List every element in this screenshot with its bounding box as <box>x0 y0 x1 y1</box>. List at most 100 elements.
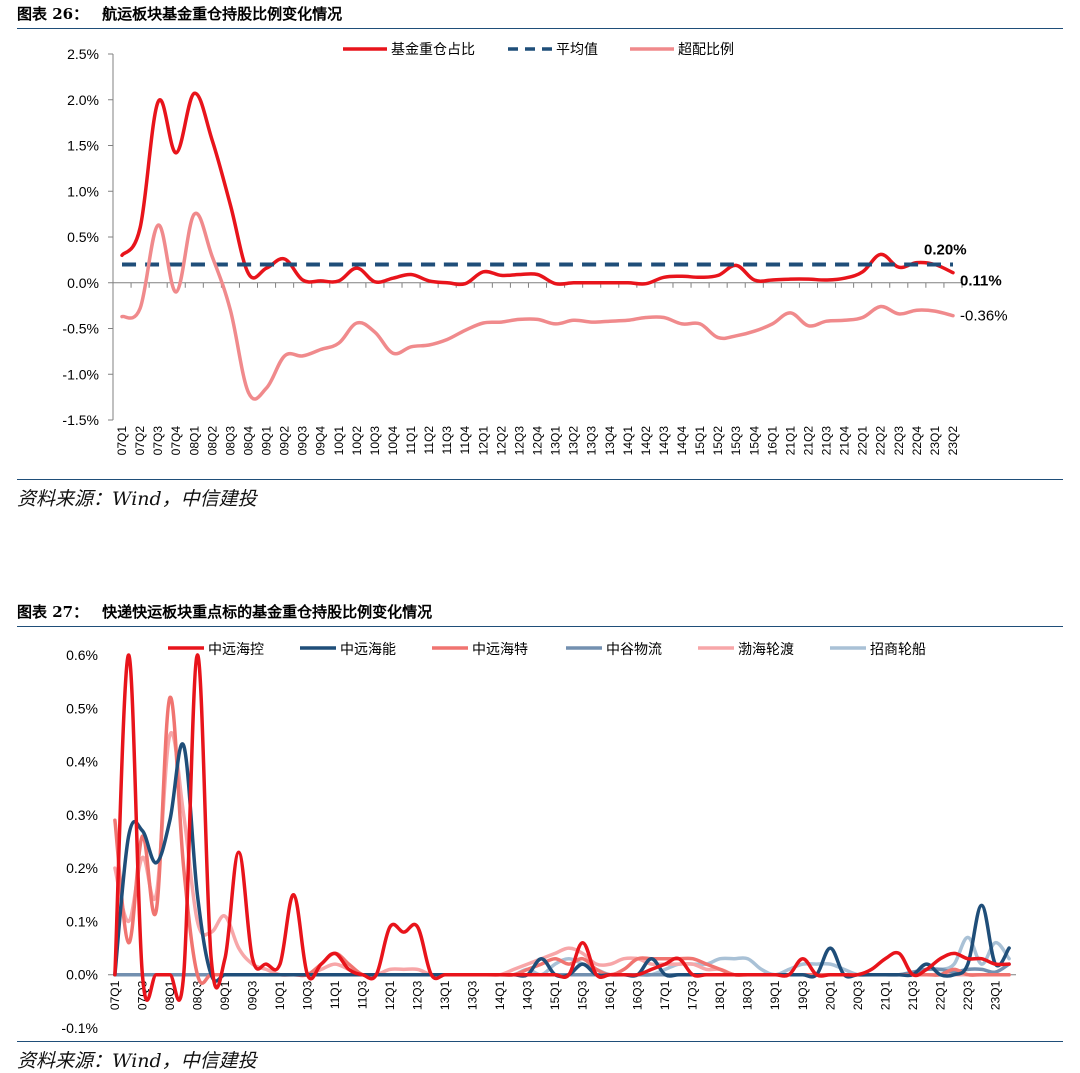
x-tick-label: 18Q3 <box>741 980 755 1010</box>
x-tick-label: 22Q1 <box>856 426 870 456</box>
plot-area <box>113 653 1011 1002</box>
x-tick-label: 09Q2 <box>278 426 292 456</box>
x-tick-label: 12Q3 <box>512 426 526 456</box>
x-tick-label: 08Q1 <box>187 426 201 456</box>
figure-number: 图表 27： <box>17 603 89 621</box>
x-tick-label: 11Q3 <box>440 426 454 455</box>
legend-label: 渤海轮渡 <box>738 641 794 657</box>
y-tick-label: -1.5% <box>62 412 99 428</box>
y-tick-label: 2.5% <box>67 46 99 62</box>
x-tick-label: 22Q3 <box>961 980 975 1010</box>
y-tick-label: 0.5% <box>66 700 98 716</box>
x-tick-label: 10Q1 <box>332 426 346 456</box>
x-tick-label: 12Q1 <box>476 426 490 456</box>
figure-title-text: 航运板块基金重仓持股比例变化情况 <box>102 5 343 23</box>
legend-label: 招商轮船 <box>870 641 926 657</box>
y-tick-label: 0.5% <box>67 229 99 245</box>
series-line-1 <box>120 91 955 287</box>
x-tick-label: 12Q4 <box>531 426 545 456</box>
x-tick-label: 21Q2 <box>801 426 815 456</box>
x-tick-label: 09Q1 <box>260 426 274 456</box>
x-tick-label: 13Q3 <box>585 426 599 456</box>
x-tick-label: 07Q3 <box>135 980 149 1010</box>
x-tick-label: 21Q3 <box>820 426 834 456</box>
x-tick-label: 23Q1 <box>988 980 1002 1010</box>
x-tick-label: 09Q3 <box>245 980 259 1010</box>
legend-label: 平均值 <box>556 41 598 57</box>
figure-number: 图表 26： <box>17 5 89 23</box>
y-tick-label: 0.0% <box>66 967 98 983</box>
x-tick-label: 15Q4 <box>747 426 761 456</box>
x-tick-label: 08Q3 <box>190 980 204 1010</box>
x-tick-label: 11Q2 <box>422 426 436 455</box>
x-tick-label: 15Q3 <box>576 980 590 1010</box>
y-tick-label: 0.3% <box>66 807 98 823</box>
x-tick-label: 17Q1 <box>658 980 672 1010</box>
end-label-holding: 0.11% <box>960 273 1002 290</box>
x-tick-label: 10Q3 <box>368 426 382 456</box>
source-note: 资料来源：Wind，中信建投 <box>17 488 257 510</box>
chart-holdings-express: -0.1% 0.0% 0.1% 0.2% 0.3% 0.4% 0.5% 0.6% 07Q1 07Q… <box>61 641 1016 1036</box>
x-tick-label: 14Q3 <box>657 426 671 456</box>
x-tick-label: 10Q3 <box>300 980 314 1010</box>
x-tick-label: 21Q1 <box>783 426 797 456</box>
x-tick-label: 14Q2 <box>639 426 653 456</box>
x-tick-label: 14Q3 <box>521 980 535 1010</box>
x-tick-label: 10Q1 <box>273 980 287 1010</box>
x-tick-label: 08Q2 <box>205 426 219 456</box>
x-tick-label: 07Q3 <box>151 426 165 456</box>
x-tick-label: 14Q4 <box>675 426 689 456</box>
x-tick-label: 19Q1 <box>768 980 782 1010</box>
x-tick-label: 23Q2 <box>946 426 960 456</box>
y-tick-label: 2.0% <box>67 92 99 108</box>
x-tick-label: 15Q1 <box>548 980 562 1010</box>
x-tick-label: 22Q4 <box>910 426 924 456</box>
x-tick-label: 09Q3 <box>296 426 310 456</box>
x-tick-label: 08Q3 <box>223 426 237 456</box>
x-tick-label: 22Q1 <box>933 980 947 1010</box>
x-tick-label: 22Q3 <box>892 426 906 456</box>
x-tick-label: 14Q1 <box>493 980 507 1010</box>
x-tick-label: 15Q1 <box>693 426 707 456</box>
source-note: 资料来源：Wind，中信建投 <box>17 1050 257 1072</box>
title-divider <box>17 28 1063 29</box>
x-tick-label: 20Q1 <box>823 980 837 1010</box>
x-tick-label: 13Q3 <box>466 980 480 1010</box>
legend-label: 超配比例 <box>678 41 734 57</box>
x-tick-label: 16Q3 <box>631 980 645 1010</box>
y-tick-label: 0.6% <box>66 647 98 663</box>
y-tick-label: 0.0% <box>67 275 99 291</box>
legend-label: 基金重仓占比 <box>391 41 475 57</box>
source-divider <box>17 479 1063 480</box>
x-tick-label: 07Q4 <box>169 426 183 456</box>
x-tick-label: 15Q2 <box>711 426 725 456</box>
legend-label: 中远海能 <box>340 641 396 657</box>
x-tick-label: 10Q4 <box>386 426 400 456</box>
x-tick-label: 11Q3 <box>356 980 370 1009</box>
series-line-1 <box>113 653 1011 1002</box>
x-tick-label: 16Q1 <box>765 426 779 456</box>
y-tick-label: -1.0% <box>62 366 99 382</box>
x-tick-label: 21Q1 <box>878 980 892 1010</box>
x-tick-label: 17Q3 <box>686 980 700 1010</box>
chart-holdings-shipping: -1.5% -1.0% -0.5% 0.0% 0.5% 1.0% 1.5% 2.0% 2.5% 0… <box>62 41 1008 456</box>
x-tick-label: 20Q3 <box>851 980 865 1010</box>
end-label-overweight: -0.36% <box>960 308 1008 325</box>
title-divider <box>17 626 1063 627</box>
x-tick-label: 19Q3 <box>796 980 810 1010</box>
x-tick-label: 23Q1 <box>928 426 942 456</box>
x-tick-label: 15Q3 <box>729 426 743 456</box>
y-tick-label: 0.1% <box>66 913 98 929</box>
x-tick-label: 12Q2 <box>494 426 508 456</box>
x-tick-label: 07Q2 <box>133 426 147 456</box>
series-line-3 <box>120 211 955 401</box>
x-tick-label: 18Q1 <box>713 980 727 1010</box>
x-tick-label: 12Q1 <box>383 980 397 1010</box>
figure-title-26: 图表 26： 航运板块基金重仓持股比例变化情况 <box>17 3 342 24</box>
legend-label: 中远海控 <box>208 641 264 657</box>
x-tick-label: 11Q1 <box>404 426 418 455</box>
y-tick-label: 1.0% <box>67 183 99 199</box>
x-tick-label: 22Q2 <box>874 426 888 456</box>
x-tick-label: 07Q1 <box>108 980 122 1010</box>
x-tick-label: 13Q1 <box>549 426 563 456</box>
